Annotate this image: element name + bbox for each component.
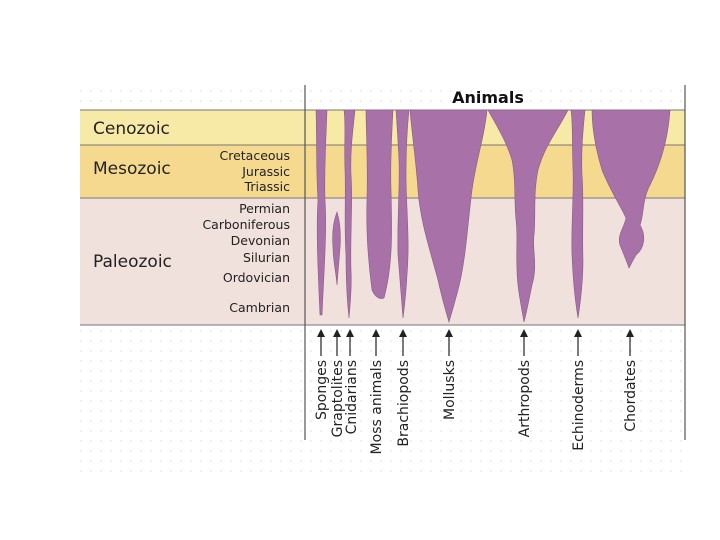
spindle-moss-animals [365,109,394,299]
period-label-permian: Permian [239,201,290,216]
group-arrows [317,329,634,356]
spindle-sponges [315,109,328,316]
spindle-echinoderms [570,109,586,319]
period-label-triassic: Triassic [244,179,291,194]
period-label-silurian: Silurian [243,250,290,265]
arrow-moss-animals [372,329,380,356]
spindle-chordates [591,109,671,269]
period-label-jurassic: Jurassic [241,164,290,179]
spindle-brachiopods [395,109,410,319]
arrow-brachiopods [399,329,407,356]
group-label-mollusks: Mollusks [442,360,458,420]
spindle-arthropods [487,109,569,323]
era-label-cenozoic: Cenozoic [93,119,170,139]
group-label-graptolites: Graptolites [330,360,346,437]
group-label-sponges: Sponges [314,360,330,420]
arrow-cnidarians [346,329,354,356]
period-label-cretaceous: Cretaceous [220,148,291,163]
group-label-echinoderms: Echinoderms [571,360,587,451]
period-label-cambrian: Cambrian [229,300,290,315]
spindle-mollusks [409,109,488,324]
era-label-paleozoic: Paleozoic [93,252,172,272]
group-labels: Sponges Graptolites Cnidarians Moss anim… [314,360,639,454]
group-label-arthropods: Arthropods [517,360,533,437]
group-label-brachiopods: Brachiopods [396,360,412,447]
spindle-graptolites [332,211,341,286]
group-label-cnidarians: Cnidarians [344,360,360,434]
diagram-title: Animals [452,88,524,107]
period-label-devonian: Devonian [231,233,290,248]
spindle-cnidarians [343,109,356,319]
arrow-sponges [317,329,325,356]
era-label-mesozoic: Mesozoic [93,159,171,179]
arrow-graptolites [333,329,341,356]
group-label-moss-animals: Moss animals [369,360,385,454]
arrow-mollusks [445,329,453,356]
arrow-arthropods [520,329,528,356]
period-label-carboniferous: Carboniferous [202,217,290,232]
arrow-echinoderms [574,329,582,356]
period-label-ordovician: Ordovician [223,270,290,285]
group-label-chordates: Chordates [623,360,639,432]
spindles [315,109,671,324]
arrow-chordates [626,329,634,356]
